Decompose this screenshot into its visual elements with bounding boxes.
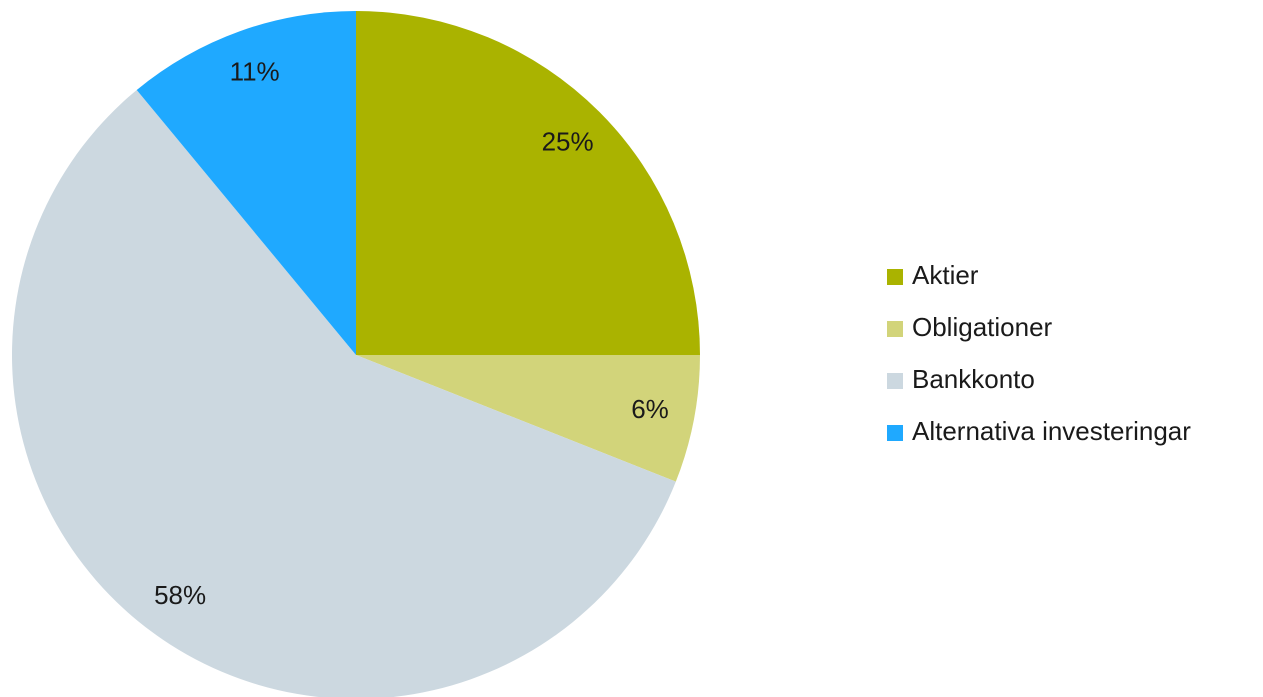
data-label: 11% (230, 56, 280, 86)
legend-label: Alternativa investeringar (912, 416, 1191, 446)
pie-slice (356, 355, 700, 482)
legend: Aktier Obligationer Bankkonto Alternativa i… (887, 260, 1191, 446)
legend-swatch (887, 373, 903, 389)
pie-slice (12, 89, 676, 697)
data-label: 58% (154, 580, 206, 610)
legend-swatch (887, 425, 903, 441)
legend-label: Bankkonto (912, 364, 1035, 394)
pie: 25% 6% 58% 11% (12, 11, 700, 697)
legend-label: Aktier (912, 260, 979, 290)
legend-swatch (887, 269, 903, 285)
pie-slice (136, 11, 356, 355)
data-label: 25% (542, 126, 594, 156)
legend-swatch (887, 321, 903, 337)
data-label: 6% (631, 394, 669, 424)
pie-slice (356, 11, 700, 355)
legend-label: Obligationer (912, 312, 1053, 342)
